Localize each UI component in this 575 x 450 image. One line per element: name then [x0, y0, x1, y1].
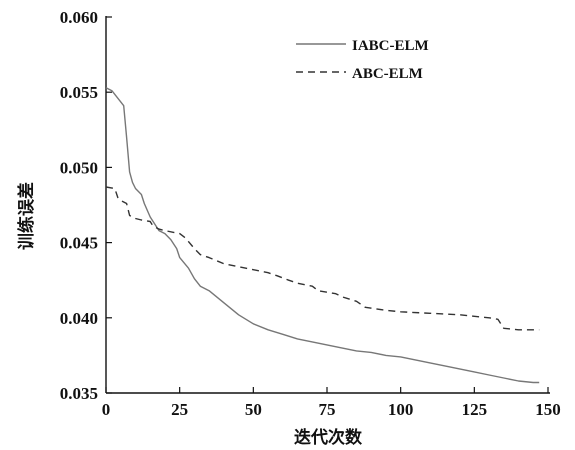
- legend-label-iabc-elm: IABC-ELM: [352, 38, 429, 54]
- x-tick-label: 125: [462, 400, 488, 419]
- legend: IABC-ELM ABC-ELM: [296, 38, 429, 82]
- y-tick-label: 0.055: [60, 83, 98, 102]
- y-tick-label: 0.045: [60, 234, 98, 253]
- chart-axes: [105, 16, 550, 394]
- y-tick-label: 0.060: [60, 8, 98, 27]
- series-layer: [105, 87, 540, 384]
- x-tick-label: 25: [171, 400, 188, 419]
- x-tick-label: 50: [245, 400, 262, 419]
- axis-ticks: 0 25 50 75 100 125 150 0.035 0.040 0.045 0.050 0.05…: [60, 8, 561, 419]
- series-line-iabc-elm: [105, 87, 540, 384]
- series-line-abc-elm: [105, 186, 540, 331]
- x-tick-label: 0: [102, 400, 111, 419]
- x-axis-title: 迭代次数: [294, 427, 363, 447]
- x-tick-label: 150: [535, 400, 561, 419]
- y-tick-label: 0.040: [60, 309, 98, 328]
- legend-label-abc-elm: ABC-ELM: [352, 66, 423, 82]
- x-tick-label: 100: [388, 400, 414, 419]
- y-tick-label: 0.035: [60, 384, 98, 403]
- y-axis-title: 训练误差: [16, 182, 36, 250]
- y-tick-label: 0.050: [60, 158, 98, 177]
- x-tick-label: 75: [319, 400, 336, 419]
